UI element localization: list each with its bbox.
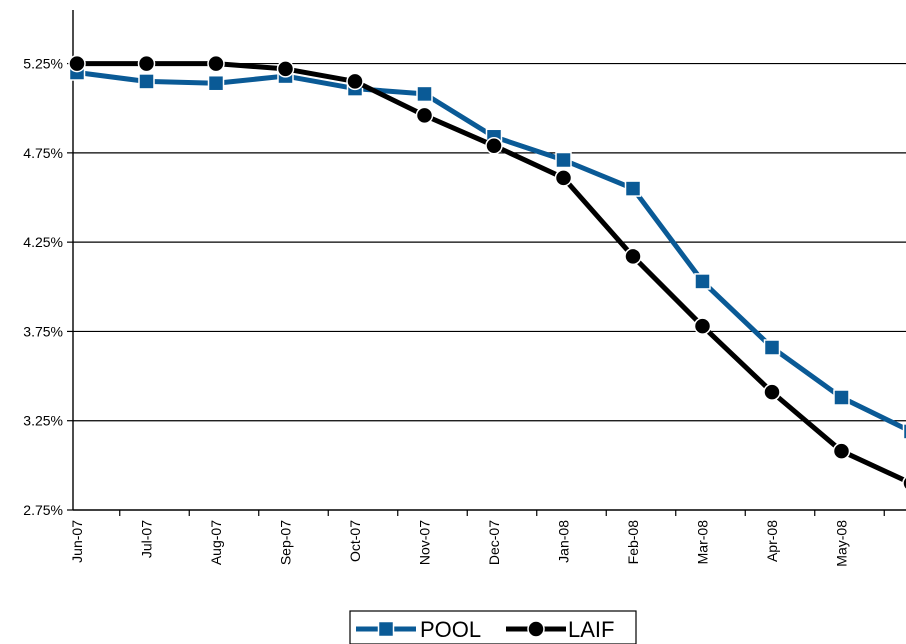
data-point: [902, 476, 906, 491]
x-tick-label: Jun-07: [69, 520, 85, 563]
series-laif: [68, 54, 906, 491]
data-point: [833, 389, 850, 406]
data-point: [485, 136, 503, 155]
data-point: [693, 317, 712, 335]
y-tick-label: 2.75%: [23, 502, 63, 518]
legend-item-pool: POOL: [356, 617, 481, 642]
data-point: [138, 73, 155, 90]
legend-item-laif: LAIF: [506, 617, 614, 642]
x-tick-label: Apr-08: [764, 520, 780, 562]
x-tick-label: Jul-07: [139, 520, 155, 558]
legend-box: [349, 610, 637, 644]
y-tick-label: 4.75%: [23, 145, 63, 161]
data-point: [694, 273, 711, 290]
x-tick-labels: Jun-07 Jul-07 Aug-07 Sep-07 Oct-07 Nov-07 Dec-…: [69, 520, 906, 567]
x-tick-label: Sep-07: [278, 520, 294, 565]
legend: POOL LAIF: [349, 610, 637, 644]
series-line: [76, 70, 906, 432]
data-point: [902, 423, 906, 440]
data-point: [207, 54, 225, 73]
x-tick-label: Jun-08: [903, 520, 906, 563]
data-point: [207, 74, 225, 92]
x-tick-label: Oct-07: [347, 520, 363, 562]
x-tick-label: Jan-08: [556, 520, 572, 563]
data-point: [137, 54, 156, 73]
data-point: [346, 72, 364, 91]
y-tick-label: 5.25%: [23, 56, 63, 72]
x-tick-label: Nov-07: [417, 520, 433, 565]
legend-swatch-marker: [527, 620, 545, 638]
x-tick-label: Dec-07: [486, 520, 502, 565]
axes: [67, 10, 906, 516]
y-tick-labels: 2.75% 3.25% 3.75% 4.25% 4.75% 5.25%: [23, 56, 63, 518]
data-point: [832, 442, 851, 460]
x-tick-label: Feb-08: [625, 520, 641, 565]
data-point: [763, 339, 781, 356]
x-tick-label: Aug-07: [208, 520, 224, 565]
data-point: [415, 106, 434, 125]
grid-lines: [73, 62, 906, 422]
legend-label: LAIF: [568, 617, 614, 642]
series-pool: [68, 64, 906, 440]
data-point: [554, 169, 573, 187]
data-point: [416, 85, 433, 103]
y-tick-label: 3.25%: [23, 413, 63, 429]
series: [68, 54, 906, 491]
data-point: [68, 54, 86, 73]
data-point: [276, 60, 295, 78]
y-tick-label: 3.75%: [23, 323, 63, 339]
data-point: [555, 151, 572, 169]
data-point: [624, 247, 642, 266]
y-tick-label: 4.25%: [23, 234, 63, 250]
data-point: [624, 180, 642, 197]
legend-swatch-marker: [377, 620, 395, 638]
x-tick-label: Mar-08: [695, 520, 711, 565]
data-point: [763, 383, 781, 401]
x-tick-label: May-08: [834, 520, 850, 567]
legend-label: POOL: [420, 617, 481, 642]
